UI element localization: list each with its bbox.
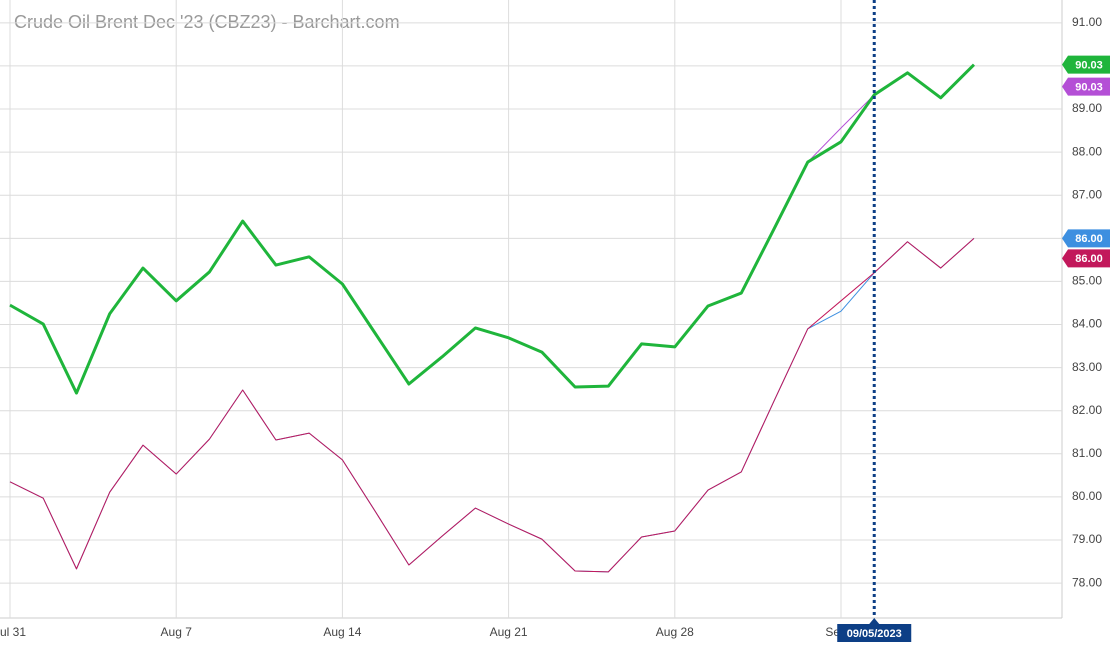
series-line bbox=[9, 63, 976, 395]
x-tick-label: Aug 28 bbox=[656, 625, 694, 639]
y-tick-label: 91.00 bbox=[1072, 15, 1102, 29]
value-tag bbox=[1062, 77, 1110, 96]
y-tick-label: 89.00 bbox=[1072, 101, 1102, 115]
x-tick-label: Jul 31 bbox=[0, 625, 26, 639]
crosshair-label: 09/05/2023 bbox=[837, 618, 912, 642]
y-tick-label: 78.00 bbox=[1072, 575, 1102, 589]
y-tick-label: 84.00 bbox=[1072, 317, 1102, 331]
y-tick-label: 81.00 bbox=[1072, 446, 1102, 460]
value-label: 90.03 bbox=[1075, 82, 1103, 94]
chart-title: Crude Oil Brent Dec '23 (CBZ23) - Barcha… bbox=[14, 12, 400, 32]
crosshair-label-text: 09/05/2023 bbox=[847, 628, 902, 640]
y-tick-label: 85.00 bbox=[1072, 274, 1102, 288]
value-label: 86.00 bbox=[1075, 233, 1103, 245]
y-tick-label: 79.00 bbox=[1072, 532, 1102, 546]
value-tag bbox=[1062, 249, 1110, 268]
value-tag bbox=[1062, 229, 1110, 248]
y-tick-label: 87.00 bbox=[1072, 187, 1102, 201]
value-tag bbox=[1062, 55, 1110, 74]
y-tick-label: 88.00 bbox=[1072, 144, 1102, 158]
crosshair-label-tip bbox=[869, 618, 880, 624]
value-label: 90.03 bbox=[1075, 60, 1103, 72]
x-tick-label: Aug 21 bbox=[490, 625, 528, 639]
value-label: 86.00 bbox=[1075, 253, 1103, 265]
series-line bbox=[9, 237, 975, 573]
series-line bbox=[9, 237, 975, 573]
y-tick-label: 83.00 bbox=[1072, 360, 1102, 374]
x-tick-label: Aug 14 bbox=[323, 625, 361, 639]
y-tick-label: 82.00 bbox=[1072, 403, 1102, 417]
crosshair-label-bg bbox=[837, 624, 912, 642]
x-tick-label: Aug 7 bbox=[161, 625, 193, 639]
series-line bbox=[9, 64, 975, 394]
y-tick-label: 80.00 bbox=[1072, 489, 1102, 503]
